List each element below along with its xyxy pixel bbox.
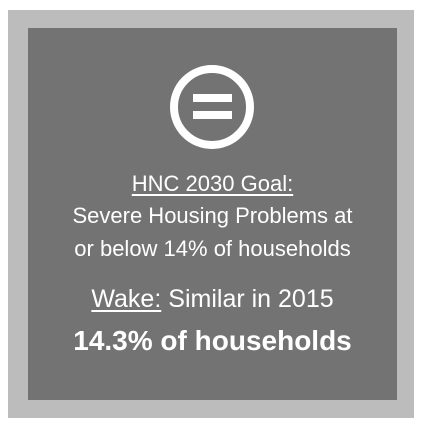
equal-icon (170, 65, 254, 149)
icon-bar (193, 94, 232, 102)
status-value: 14.3% of households (73, 325, 352, 356)
status-text: Similar in 2015 (168, 285, 334, 313)
goal-label: HNC 2030 Goal: (131, 171, 294, 196)
goal-text: Severe Housing Problems at (72, 203, 353, 228)
card-border: HNC 2030 Goal: Severe Housing Problems a… (8, 10, 414, 418)
icon-bar (193, 111, 232, 119)
goal-text: or below 14% of households (74, 236, 351, 261)
card: HNC 2030 Goal: Severe Housing Problems a… (28, 28, 397, 400)
status-line: Wake: Similar in 2015 (28, 285, 397, 314)
icon-circle (170, 65, 254, 149)
status-label: Wake: (91, 285, 162, 313)
